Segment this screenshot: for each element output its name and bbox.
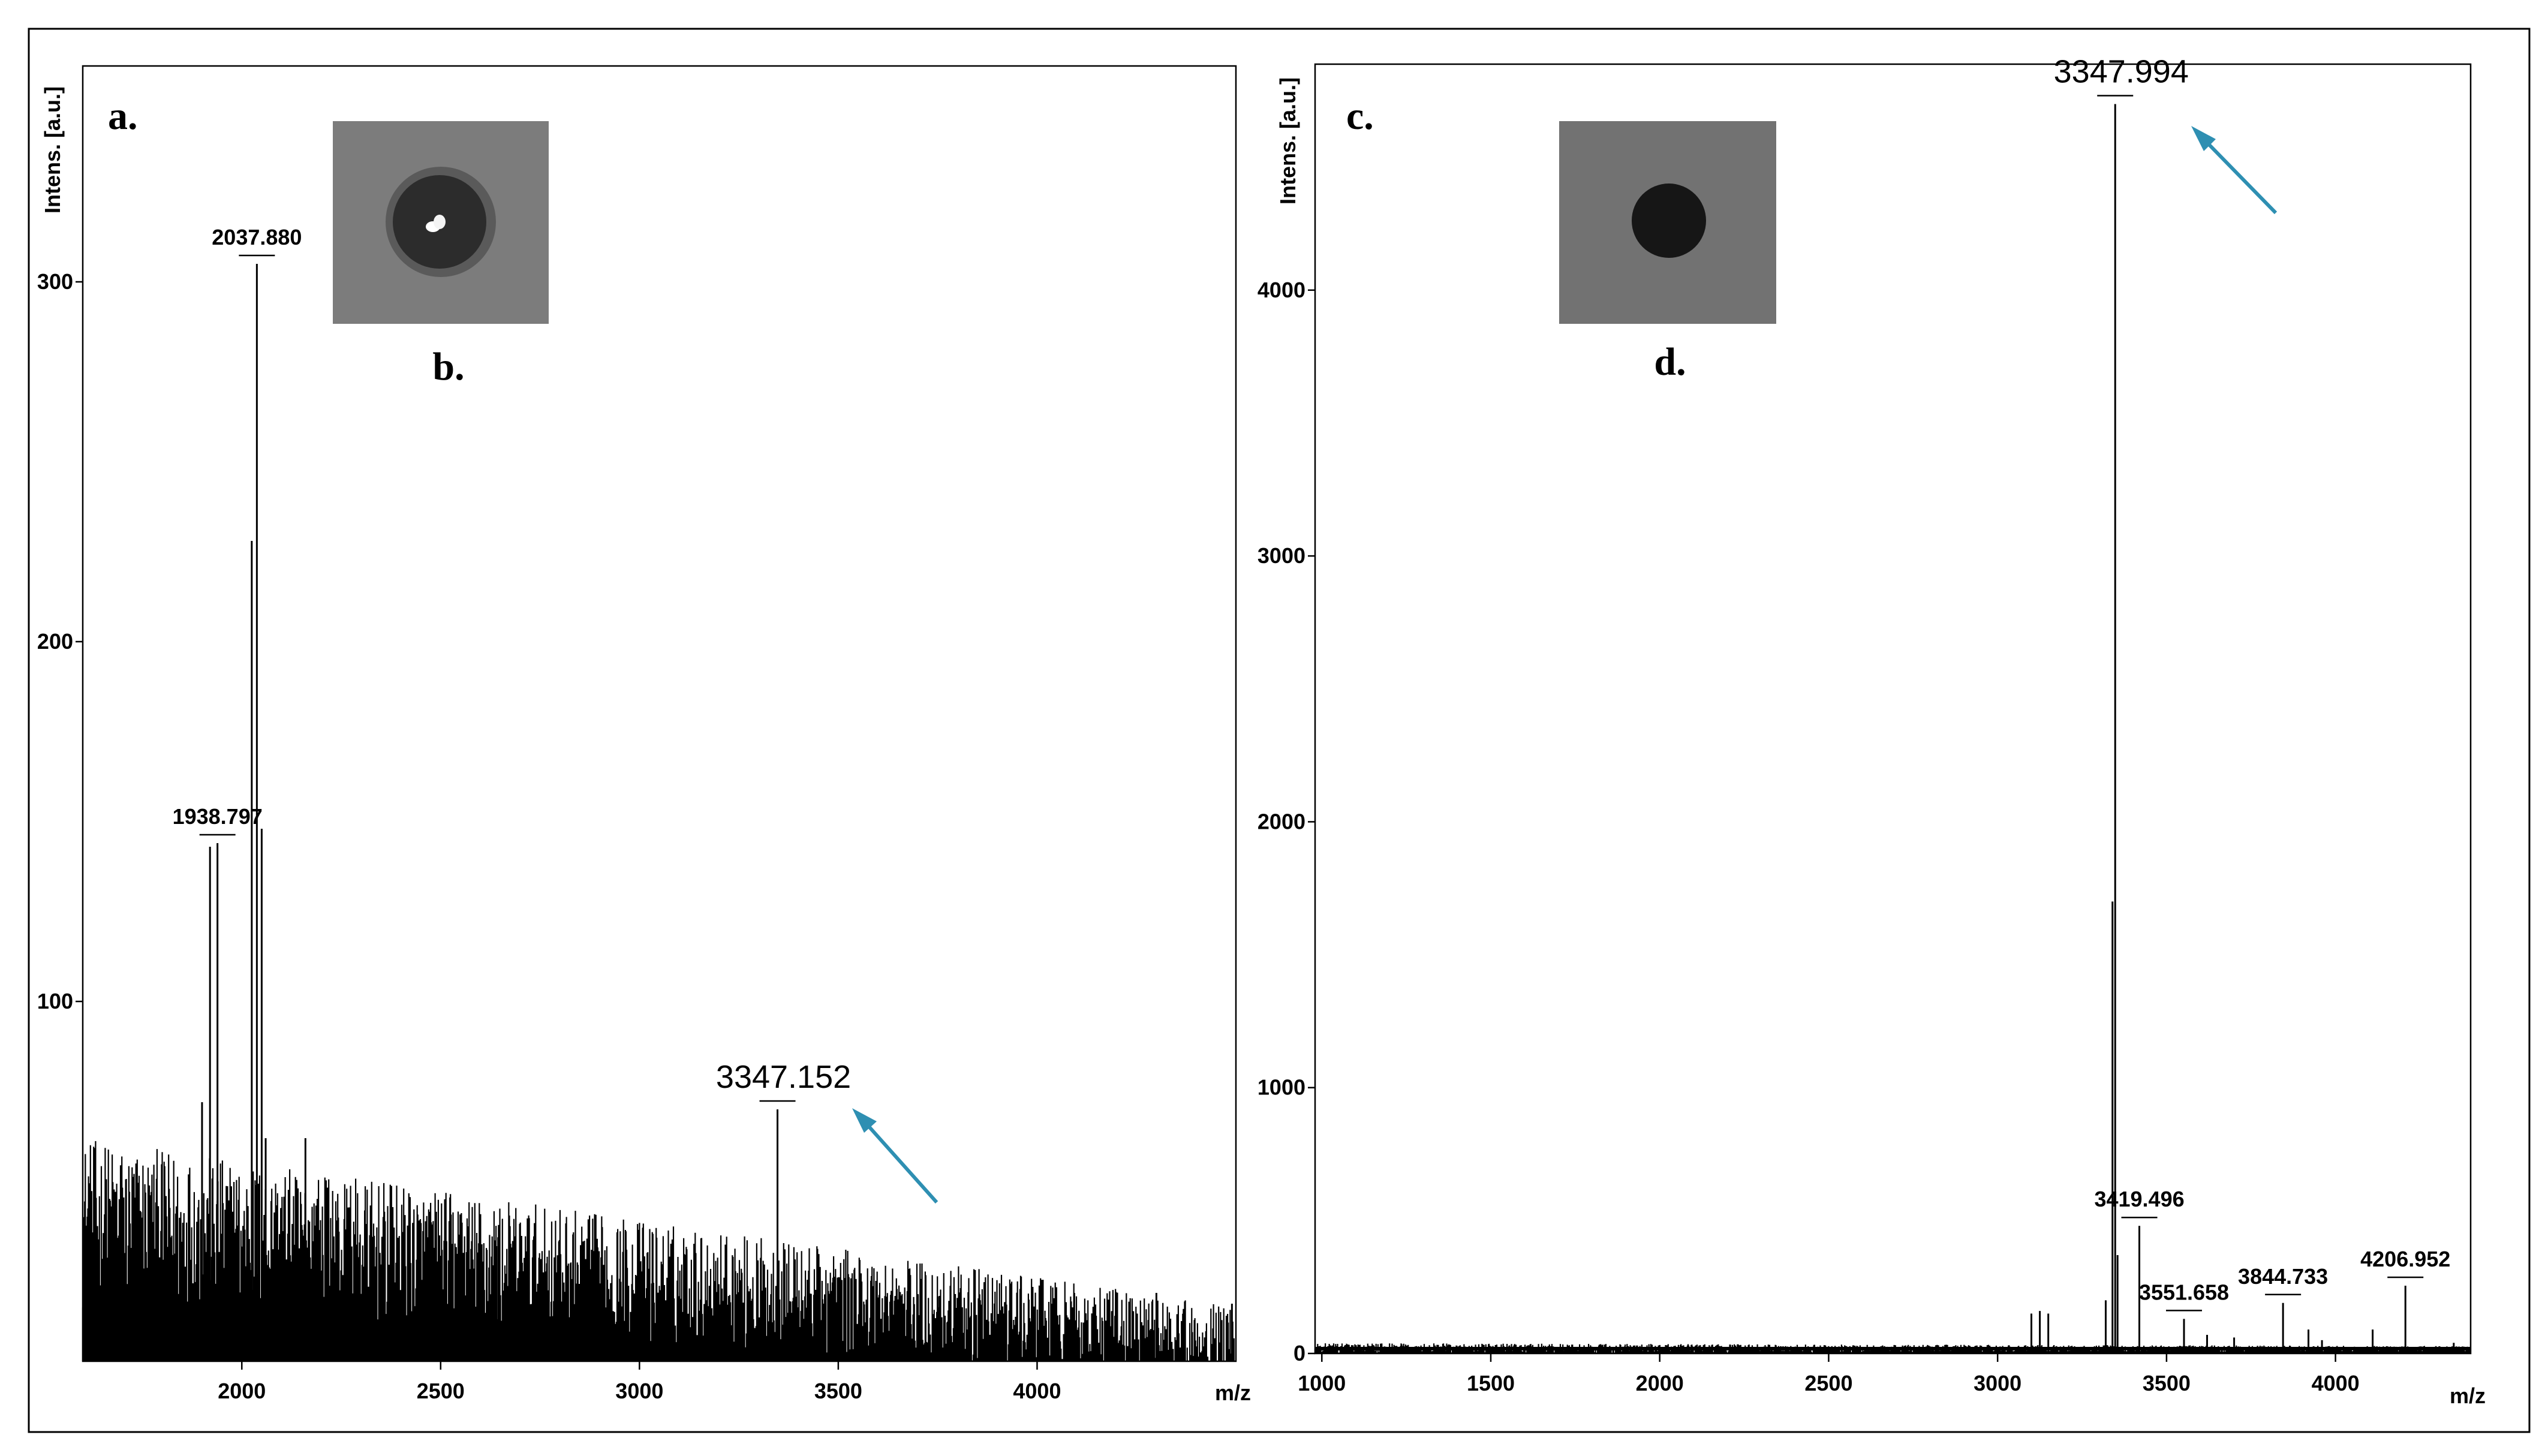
y-tick-label: 0: [1293, 1341, 1305, 1365]
y-axis-title-a: Intens. [a.u.]: [40, 86, 65, 213]
x-axis-title-a: m/z: [1215, 1380, 1251, 1405]
axes-a: 2000 2500 3000 3500 4000 100 200 300: [37, 269, 1061, 1403]
peak-label: 3551.658: [2139, 1280, 2229, 1304]
sample-spot-image-b: [333, 121, 549, 324]
x-tick-label: 1000: [1298, 1371, 1346, 1395]
x-tick-label: 2000: [218, 1379, 266, 1403]
y-axis-title-c: Intens. [a.u.]: [1275, 77, 1300, 204]
y-tick-label: 200: [37, 629, 73, 654]
peak-label: 1938.797: [173, 804, 263, 829]
inset-letter-b: b.: [432, 345, 464, 389]
peak-label: 2037.880: [212, 225, 302, 249]
x-tick-label: 4000: [2312, 1371, 2360, 1395]
sample-spot-image-d: [1559, 121, 1776, 324]
y-tick-label: 100: [37, 989, 73, 1013]
spectrum-panel-c: 1000 1500 2000 2500 3000 3500 4000 0 1000 2000 300…: [1258, 53, 2486, 1408]
y-tick-label: 2000: [1258, 809, 1305, 834]
x-tick-label: 4000: [1013, 1379, 1061, 1403]
y-tick-label: 3000: [1258, 543, 1305, 568]
highlight-arrowhead-c: [2191, 126, 2216, 151]
inset-letter-d: d.: [1654, 340, 1686, 384]
x-tick-label: 3000: [615, 1379, 663, 1403]
spectrum-c: [1314, 104, 2471, 1353]
x-tick-label: 2500: [1804, 1371, 1852, 1395]
y-tick-label: 4000: [1258, 278, 1305, 302]
x-tick-label: 1500: [1467, 1371, 1515, 1395]
x-tick-label: 2000: [1636, 1371, 1684, 1395]
baseline-noise: [82, 1141, 1235, 1361]
y-tick-label: 1000: [1258, 1075, 1305, 1100]
peak-labels-c: 3347.994 3419.496 3551.658 3844.733 4206.952: [2054, 53, 2450, 1311]
peak-label: 3347.994: [2054, 53, 2189, 89]
highlight-arrowhead-a: [852, 1108, 877, 1133]
panel-letter-c: c.: [1346, 94, 1374, 138]
highlight-arrow-c: [2198, 133, 2278, 215]
x-tick-label: 3500: [2143, 1371, 2191, 1395]
peak-label: 3419.496: [2094, 1187, 2184, 1211]
peak-label: 4206.952: [2360, 1247, 2450, 1271]
x-axis-title-c: m/z: [2450, 1383, 2486, 1408]
peak-label: 3844.733: [2238, 1264, 2328, 1289]
x-tick-label: 2500: [417, 1379, 465, 1403]
panel-letter-a: a.: [108, 94, 138, 138]
peak-label: 3347.152: [716, 1059, 851, 1095]
x-tick-label: 3500: [814, 1379, 862, 1403]
highlight-arrow-a: [859, 1116, 938, 1204]
spectrum-a: [82, 264, 1235, 1361]
x-tick-label: 3000: [1974, 1371, 2021, 1395]
y-tick-label: 300: [37, 269, 73, 294]
axes-c: 1000 1500 2000 2500 3000 3500 4000 0 1000 2000 300…: [1258, 278, 2360, 1395]
peak-labels-a: 1938.797 2037.880 3347.152: [173, 225, 851, 1102]
